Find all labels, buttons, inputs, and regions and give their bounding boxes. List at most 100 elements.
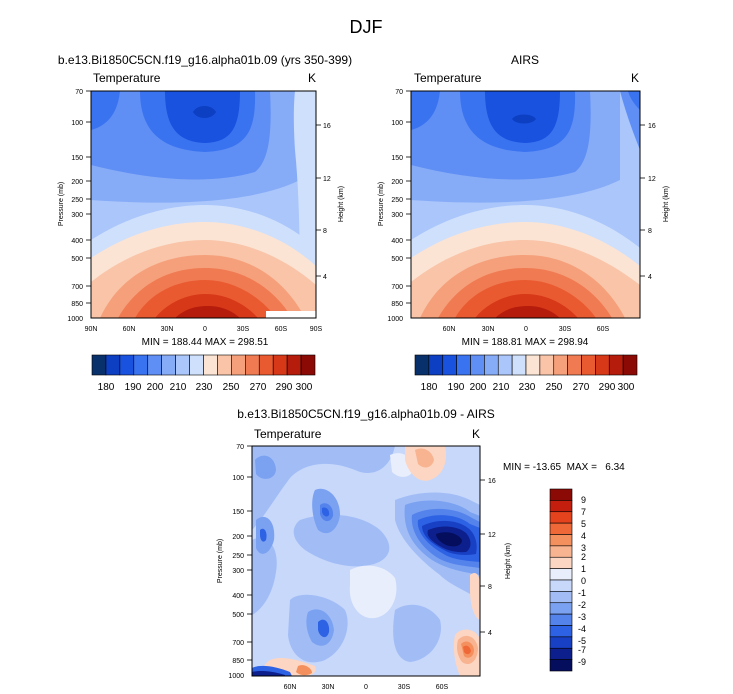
panel-diff-y2label: Height (km) [505, 543, 512, 579]
lat-tick: 0 [203, 326, 207, 333]
height-tick: 12 [488, 532, 496, 539]
panel-diff-contours [252, 446, 480, 676]
colorbar-label: 290 [276, 382, 293, 393]
colorbar-swatch [203, 354, 218, 376]
colorbar-swatch [300, 354, 316, 376]
colorbar-label: 230 [196, 382, 213, 393]
colorbar-swatch [549, 636, 573, 649]
pressure-tick: 850 [391, 301, 403, 308]
colorbar-swatch [119, 354, 135, 376]
pressure-tick: 400 [391, 238, 403, 245]
colorbar-swatch [549, 659, 573, 672]
pressure-tick: 150 [71, 155, 83, 162]
colorbar-swatch [91, 354, 107, 376]
colorbar-swatch [567, 354, 582, 376]
lat-tick: 90S [310, 326, 323, 333]
height-tick: 8 [323, 228, 327, 235]
colorbar-swatch [442, 354, 457, 376]
panel-model-pressure-ticks: 70 100 150 200 250 300 400 500 700 850 1… [67, 89, 83, 323]
pressure-tick: 150 [391, 155, 403, 162]
colorbar-swatch [549, 522, 573, 535]
panel-airs-height-ticks: 4 8 12 16 [648, 123, 656, 281]
panel-model: b.e13.Bi1850C5CN.f19_g16.alpha01b.09 (yr… [58, 53, 352, 348]
pressure-tick: 250 [71, 197, 83, 204]
colorbar-swatch [286, 354, 302, 376]
colorbar-label: 200 [147, 382, 164, 393]
pressure-tick: 700 [232, 640, 244, 647]
pressure-tick: 250 [391, 197, 403, 204]
lat-tick: 60N [123, 326, 136, 333]
pressure-tick: 250 [232, 553, 244, 560]
colorbar-swatch [581, 354, 596, 376]
colorbar-label: 250 [223, 382, 240, 393]
pressure-tick: 400 [232, 593, 244, 600]
colorbar-swatch [549, 591, 573, 604]
panel-diff-ylabel: Pressure (mb) [217, 539, 224, 583]
colorbar-label: 210 [493, 382, 510, 393]
colorbar-label: 300 [296, 382, 313, 393]
panel-airs: AIRS Temperature K 70 100 150 [378, 53, 670, 348]
colorbar-swatch [189, 354, 204, 376]
colorbar-label: 200 [470, 382, 487, 393]
pressure-tick: 150 [232, 509, 244, 516]
colorbar-label: 1 [581, 564, 586, 574]
colorbar-label: 190 [125, 382, 142, 393]
panel-model-right-label: K [308, 71, 316, 85]
lat-tick: 0 [524, 326, 528, 333]
panel-diff-left-label: Temperature [254, 427, 322, 441]
colorbar-label: 230 [519, 382, 536, 393]
colorbar-swatch [549, 511, 573, 524]
panel-diff-lat-ticks: 60N 30N 0 30S 60S [284, 684, 449, 691]
colorbar-swatch [428, 354, 444, 376]
colorbar-swatch [231, 354, 246, 376]
colorbar-label: 300 [618, 382, 635, 393]
panel-diff-title: b.e13.Bi1850C5CN.f19_g16.alpha01b.09 - A… [237, 407, 495, 421]
colorbar-label: 2 [581, 552, 586, 562]
panel-model-left-label: Temperature [93, 71, 161, 85]
panel-airs-minmax: MIN = 188.81 MAX = 298.94 [462, 337, 589, 348]
lat-tick: 30N [322, 684, 335, 691]
pressure-tick: 100 [391, 120, 403, 127]
panel-model-contours [91, 91, 316, 318]
pressure-tick: 200 [391, 179, 403, 186]
panel-airs-title: AIRS [511, 53, 539, 67]
pressure-tick: 70 [395, 89, 403, 96]
colorbar-swatch [133, 354, 149, 376]
colorbar-swatch [161, 354, 176, 376]
lat-tick: 30N [482, 326, 495, 333]
panel-airs-left-label: Temperature [414, 71, 482, 85]
colorbar-swatch [105, 354, 121, 376]
colorbar-diff: 9 7 5 4 3 2 1 0 -1 -2 -3 -4 -5 -7 -9 [549, 488, 586, 672]
colorbar-label: 7 [581, 507, 586, 517]
pressure-tick: 850 [232, 658, 244, 665]
panel-airs-pressure-ticks: 70 100 150 200 250 300 400 500 700 850 1… [387, 89, 403, 323]
panel-airs-ylabel: Pressure (mb) [378, 182, 385, 226]
colorbar-swatch [549, 625, 573, 638]
height-tick: 16 [323, 123, 331, 130]
colorbar-swatch [414, 354, 430, 376]
colorbar-abs-2: 180 190 200 210 230 250 270 290 300 [414, 354, 638, 393]
colorbar-swatch [549, 579, 573, 592]
colorbar-label: -7 [578, 645, 586, 655]
pressure-tick: 850 [71, 301, 83, 308]
pressure-tick: 100 [232, 475, 244, 482]
height-tick: 12 [323, 176, 331, 183]
colorbar-label: 180 [98, 382, 115, 393]
panel-model-y2label: Height (km) [338, 186, 345, 222]
colorbar-label: 9 [581, 495, 586, 505]
panel-diff-pressure-ticks: 70 100 150 200 250 300 400 500 700 850 1… [228, 444, 244, 680]
colorbar-swatch [456, 354, 471, 376]
colorbar-swatch [549, 488, 573, 501]
colorbar-label: 290 [599, 382, 616, 393]
pressure-tick: 200 [71, 179, 83, 186]
colorbar-swatch [549, 647, 573, 660]
pressure-tick: 500 [71, 256, 83, 263]
height-tick: 8 [488, 584, 492, 591]
pressure-tick: 1000 [228, 673, 244, 680]
colorbar-label: -9 [578, 657, 586, 667]
pressure-tick: 500 [232, 612, 244, 619]
figure-title: DJF [350, 17, 383, 37]
colorbar-label: 270 [573, 382, 590, 393]
colorbar-swatch [549, 556, 573, 569]
